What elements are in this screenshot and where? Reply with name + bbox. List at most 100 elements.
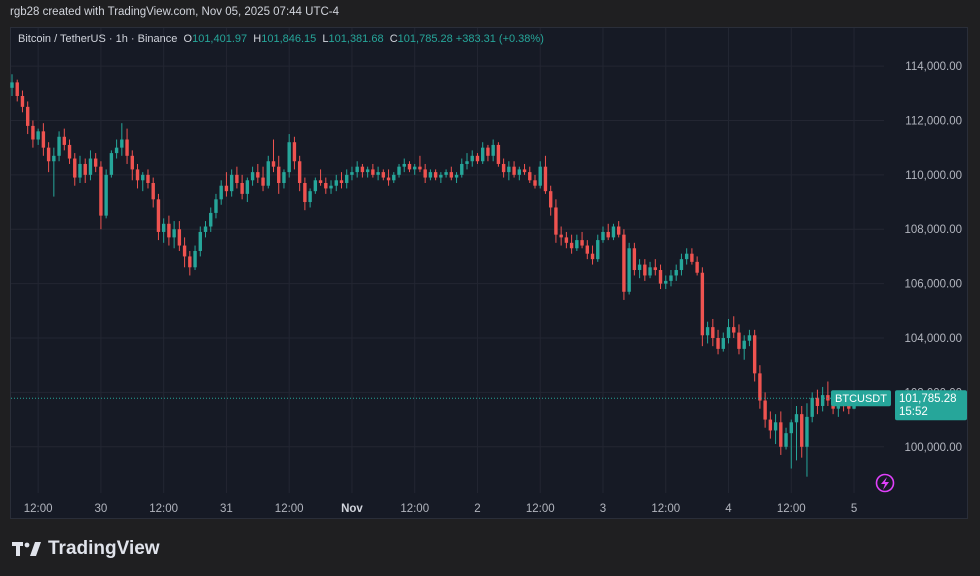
candle-body[interactable]	[596, 240, 600, 260]
candle-body[interactable]	[784, 433, 788, 447]
candle-body[interactable]	[104, 174, 108, 216]
candle-body[interactable]	[135, 169, 140, 181]
candle-body[interactable]	[282, 172, 286, 183]
candle-body[interactable]	[52, 155, 56, 162]
candle-body[interactable]	[632, 248, 637, 271]
candle-body[interactable]	[789, 422, 793, 434]
candle-body[interactable]	[763, 400, 767, 420]
candle-body[interactable]	[622, 234, 626, 292]
candle-body[interactable]	[637, 264, 642, 271]
candle-body[interactable]	[57, 136, 61, 156]
candle-body[interactable]	[747, 335, 752, 341]
candle-body[interactable]	[564, 237, 569, 243]
candle-body[interactable]	[297, 161, 302, 183]
candle-body[interactable]	[329, 185, 333, 189]
candle-body[interactable]	[522, 169, 527, 173]
candle-body[interactable]	[277, 166, 281, 183]
candle-body[interactable]	[554, 207, 558, 235]
candle-body[interactable]	[716, 338, 720, 349]
candle-body[interactable]	[376, 172, 380, 175]
candle-body[interactable]	[88, 158, 93, 175]
candle-body[interactable]	[229, 174, 234, 192]
candle-body[interactable]	[15, 82, 19, 96]
candle-body[interactable]	[402, 163, 406, 167]
candle-body[interactable]	[235, 174, 239, 183]
candle-body[interactable]	[141, 174, 145, 181]
candle-body[interactable]	[266, 161, 270, 186]
candle-body[interactable]	[444, 172, 448, 175]
candle-body[interactable]	[109, 153, 114, 175]
candle-body[interactable]	[209, 212, 213, 227]
lightning-icon-ring[interactable]	[875, 473, 895, 493]
candle-body[interactable]	[99, 166, 103, 216]
candle-body[interactable]	[590, 253, 595, 260]
candle-body[interactable]	[690, 253, 694, 262]
candle-body[interactable]	[580, 240, 584, 246]
candle-body[interactable]	[611, 226, 616, 238]
candle-body[interactable]	[418, 166, 422, 170]
candle-body[interactable]	[303, 183, 307, 203]
candle-body[interactable]	[449, 172, 454, 178]
candle-body[interactable]	[460, 163, 464, 175]
candle-body[interactable]	[292, 142, 297, 162]
candle-body[interactable]	[36, 131, 40, 140]
candle-body[interactable]	[62, 136, 66, 145]
candle-body[interactable]	[575, 240, 579, 249]
candle-body[interactable]	[413, 166, 417, 170]
candle-body[interactable]	[318, 180, 323, 183]
candle-body[interactable]	[439, 174, 443, 178]
candle-body[interactable]	[188, 256, 192, 268]
candle-body[interactable]	[146, 174, 150, 183]
candle-body[interactable]	[433, 172, 438, 178]
last-price-tag[interactable]	[895, 390, 967, 421]
candle-body[interactable]	[198, 231, 202, 251]
candle-body[interactable]	[742, 340, 746, 349]
candle-body[interactable]	[711, 327, 715, 338]
candle-body[interactable]	[193, 250, 197, 268]
candle-body[interactable]	[543, 166, 548, 192]
candle-body[interactable]	[507, 166, 511, 173]
candle-body[interactable]	[130, 155, 134, 170]
candle-body[interactable]	[423, 169, 427, 178]
candle-body[interactable]	[271, 161, 276, 167]
candle-body[interactable]	[256, 172, 260, 178]
candle-body[interactable]	[465, 161, 469, 164]
candle-body[interactable]	[428, 172, 433, 178]
candle-body[interactable]	[114, 147, 119, 154]
candle-body[interactable]	[815, 397, 820, 406]
candle-body[interactable]	[172, 229, 176, 238]
candle-body[interactable]	[161, 223, 166, 232]
candle-body[interactable]	[334, 180, 338, 186]
candle-body[interactable]	[182, 245, 187, 257]
candle-body[interactable]	[324, 183, 328, 189]
candle-body[interactable]	[470, 155, 474, 162]
lightning-icon[interactable]	[881, 477, 889, 490]
candle-body[interactable]	[365, 169, 370, 173]
candle-body[interactable]	[721, 338, 725, 349]
candle-body[interactable]	[585, 245, 589, 254]
candle-body[interactable]	[491, 144, 495, 156]
symbol-tag[interactable]	[831, 390, 891, 407]
candle-body[interactable]	[31, 125, 35, 140]
candle-body[interactable]	[250, 172, 255, 181]
candle-body[interactable]	[674, 270, 678, 276]
candle-body[interactable]	[512, 166, 516, 175]
candle-body[interactable]	[350, 172, 354, 175]
candle-body[interactable]	[616, 226, 621, 235]
candle-body[interactable]	[684, 253, 689, 260]
candle-body[interactable]	[548, 191, 553, 208]
candle-body[interactable]	[345, 174, 349, 183]
candle-body[interactable]	[653, 267, 657, 271]
candle-body[interactable]	[679, 259, 684, 271]
candle-body[interactable]	[20, 95, 25, 107]
candle-body[interactable]	[758, 373, 762, 401]
candle-body[interactable]	[601, 231, 605, 241]
candle-body[interactable]	[245, 180, 250, 194]
candle-body[interactable]	[627, 248, 631, 292]
candle-body[interactable]	[308, 191, 312, 203]
candle-body[interactable]	[820, 395, 825, 406]
candle-body[interactable]	[78, 163, 82, 178]
candle-body[interactable]	[538, 166, 542, 186]
candle-body[interactable]	[847, 405, 851, 409]
